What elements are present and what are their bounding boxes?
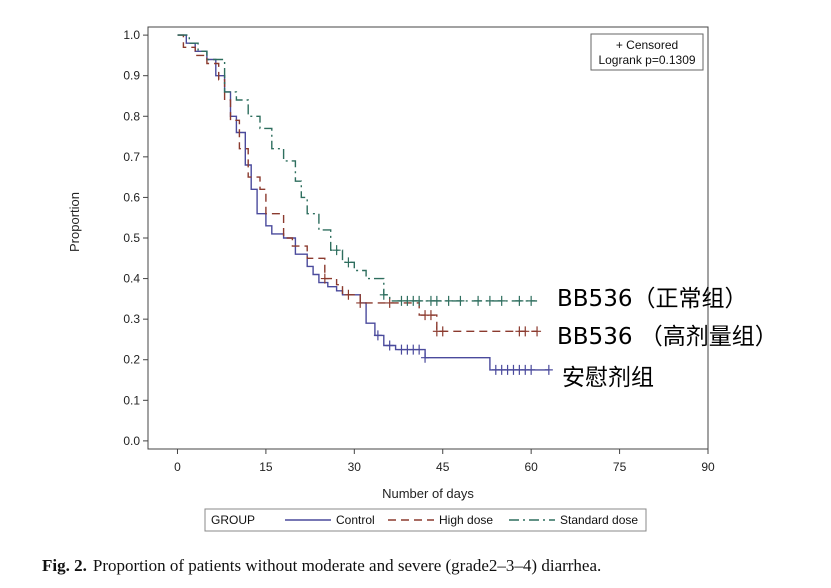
censor-mark-high-dose	[426, 310, 435, 321]
y-tick-label: 1.0	[123, 28, 140, 42]
x-tick-label: 75	[613, 460, 627, 474]
censor-mark-standard-dose	[456, 295, 465, 306]
caption-text: Proportion of patients without moderate …	[92, 556, 602, 575]
censor-mark-standard-dose	[527, 295, 536, 306]
censor-mark-standard-dose	[432, 295, 441, 306]
legend-label-standard-dose: Standard dose	[560, 513, 638, 527]
censor-mark-standard-dose	[332, 245, 341, 256]
x-tick-label: 30	[348, 460, 362, 474]
censor-mark-standard-dose	[379, 289, 388, 300]
legend-label-control: Control	[336, 513, 375, 527]
y-tick-label: 0.5	[123, 231, 140, 245]
censor-mark-high-dose	[356, 297, 365, 308]
info-box-frame	[590, 33, 704, 71]
legend-label-high-dose: High dose	[439, 513, 493, 527]
censor-mark-control	[421, 352, 430, 363]
censor-mark-control	[385, 340, 394, 351]
x-tick-label: 90	[701, 460, 715, 474]
annotation-standard-dose: BB536（正常组）	[557, 286, 747, 312]
caption-label: Fig. 2.	[42, 556, 87, 575]
legend: GROUP Control High dose Standard dose	[204, 508, 647, 532]
censor-mark-high-dose	[385, 297, 394, 308]
series-line-high-dose	[177, 34, 538, 332]
censor-mark-control	[415, 344, 424, 355]
y-tick-label: 0.1	[123, 393, 140, 407]
censor-mark-standard-dose	[415, 295, 424, 306]
annotation-control: 安慰剂组	[562, 365, 654, 391]
y-tick-label: 0.2	[123, 353, 140, 367]
x-tick-label: 0	[174, 460, 181, 474]
censor-mark-standard-dose	[515, 295, 524, 306]
info-box: + Censored Logrank p=0.1309	[590, 33, 704, 71]
censor-mark-standard-dose	[474, 295, 483, 306]
censor-mark-standard-dose	[485, 295, 494, 306]
y-axis-title: Proportion	[67, 192, 82, 252]
kaplan-meier-chart: 0.0 0.1 0.2 0.3 0.4 0.5 0.6 0.7 0.8 0.9 1.0 0 15 30 4…	[67, 26, 778, 532]
x-tick-label: 15	[259, 460, 273, 474]
censor-mark-standard-dose	[497, 295, 506, 306]
legend-title: GROUP	[211, 513, 255, 527]
y-tick-label: 0.4	[123, 272, 140, 286]
y-tick-label: 0.7	[123, 150, 140, 164]
y-tick-label: 0.6	[123, 190, 140, 204]
censor-mark-high-dose	[320, 273, 329, 284]
y-axis: 0.0 0.1 0.2 0.3 0.4 0.5 0.6 0.7 0.8 0.9 1.0	[123, 28, 148, 448]
censor-mark-high-dose	[344, 289, 353, 300]
x-axis: 0 15 30 45 60 75 90	[174, 449, 715, 474]
y-tick-label: 0.0	[123, 434, 140, 448]
censor-mark-high-dose	[521, 326, 530, 337]
figure-caption: Fig. 2. Proportion of patients without mo…	[42, 556, 822, 576]
legend-frame	[204, 508, 647, 532]
censor-mark-standard-dose	[444, 295, 453, 306]
series-layer	[177, 34, 553, 375]
censored-note: + Censored	[616, 38, 678, 52]
y-tick-label: 0.9	[123, 69, 140, 83]
logrank-note: Logrank p=0.1309	[598, 53, 695, 67]
x-axis-title: Number of days	[382, 486, 474, 501]
censor-mark-control	[373, 330, 382, 341]
x-tick-label: 45	[436, 460, 450, 474]
x-tick-label: 60	[524, 460, 538, 474]
censor-mark-control	[527, 364, 536, 375]
censor-mark-control	[544, 364, 553, 375]
y-tick-label: 0.8	[123, 109, 140, 123]
y-tick-label: 0.3	[123, 312, 140, 326]
censor-mark-standard-dose	[344, 257, 353, 268]
annotation-high-dose: BB536 （高剂量组）	[557, 324, 778, 350]
series-line-standard-dose	[177, 34, 538, 302]
censor-mark-high-dose	[533, 326, 542, 337]
censor-mark-high-dose	[438, 326, 447, 337]
series-line-control	[177, 34, 549, 371]
